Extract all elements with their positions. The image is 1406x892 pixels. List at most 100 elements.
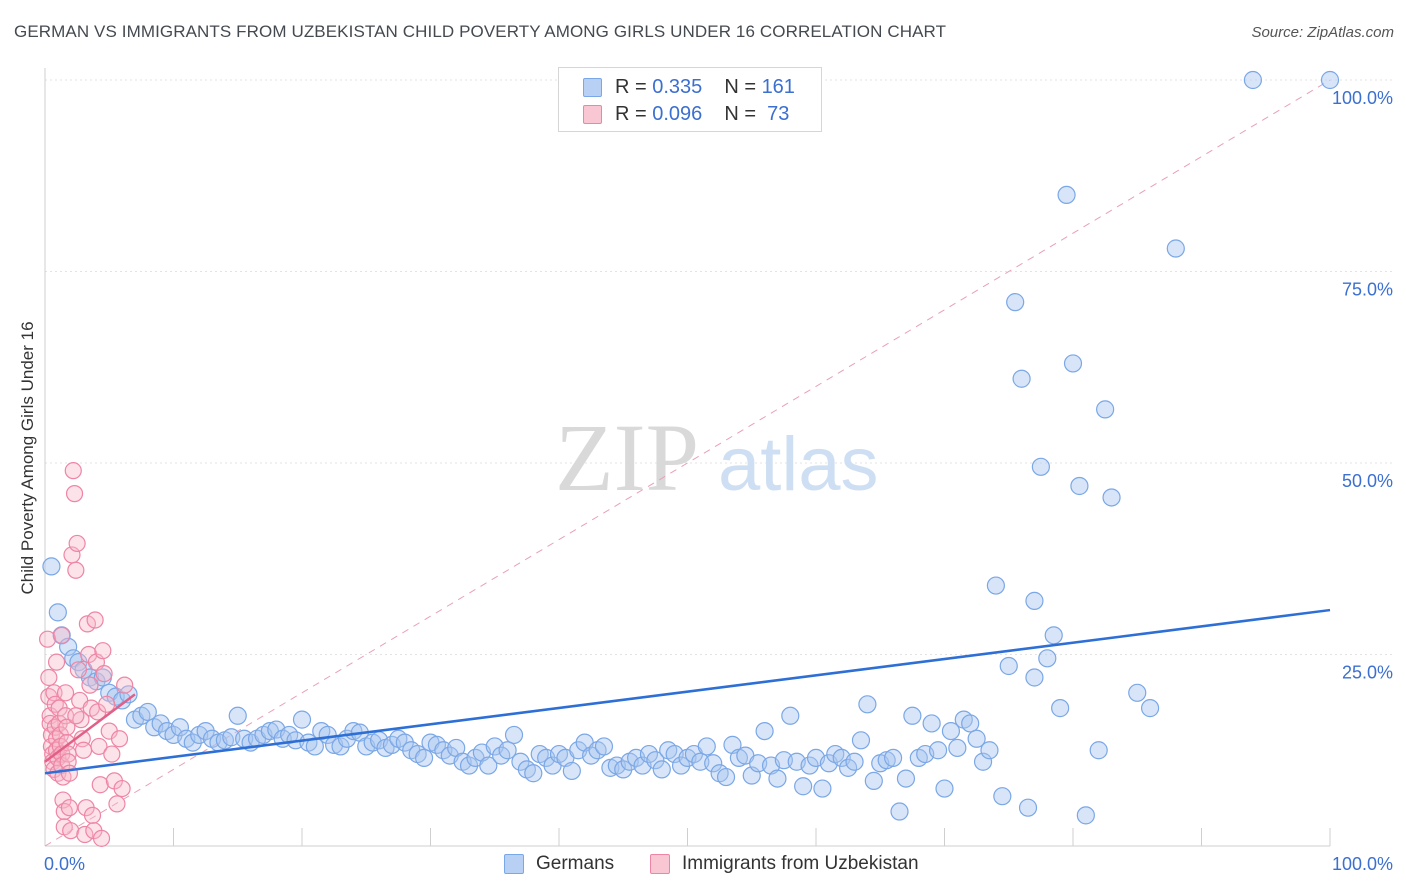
german-point xyxy=(1063,354,1083,373)
x-tick-label-max: 100.0% xyxy=(1332,854,1393,874)
uzbek-point xyxy=(81,676,99,694)
uzbek-legend-swatch xyxy=(650,854,670,874)
uzbek-point xyxy=(78,615,97,633)
german-point xyxy=(1140,699,1160,718)
uzbek-point xyxy=(76,825,94,844)
reference-line xyxy=(44,79,1331,847)
german-point xyxy=(716,767,736,787)
y-tick-label: 75.0% xyxy=(1342,280,1393,300)
german-point xyxy=(813,779,832,798)
uzbek-point xyxy=(38,630,57,648)
uzbek-point xyxy=(95,665,113,683)
german-point xyxy=(1018,798,1038,817)
german-point xyxy=(794,777,813,796)
german-point xyxy=(318,725,337,745)
german-point xyxy=(935,779,954,798)
uzbek-point xyxy=(91,776,109,794)
german-point xyxy=(928,741,948,760)
uzbek-point xyxy=(86,611,104,629)
german-point xyxy=(594,737,614,756)
uzbek-point xyxy=(67,707,85,725)
uzbek-point xyxy=(47,653,66,671)
german-point xyxy=(1012,369,1031,388)
german-point xyxy=(498,741,517,760)
german-point xyxy=(851,731,871,750)
german-point xyxy=(479,756,498,775)
german-point xyxy=(864,771,883,790)
legend-germans: Germans xyxy=(504,852,614,876)
german-point xyxy=(1070,476,1089,496)
german-point xyxy=(652,760,671,779)
german-point xyxy=(1243,70,1263,90)
uzbek-point xyxy=(90,737,108,756)
german-point xyxy=(980,741,999,760)
uzbek-point xyxy=(74,741,93,759)
german-point xyxy=(922,714,941,733)
uzbek-point xyxy=(60,764,79,782)
chart-title: GERMAN VS IMMIGRANTS FROM UZBEKISTAN CHI… xyxy=(14,22,947,41)
uzbek-swatch xyxy=(583,104,602,124)
tick-labels: 25.0% 50.0% 75.0% 100.0% 0.0% 100.0% xyxy=(44,88,1393,874)
r-label: R = xyxy=(615,102,647,125)
german-point xyxy=(941,721,961,741)
german-point xyxy=(1038,649,1057,668)
german-point xyxy=(1025,668,1044,687)
watermark: ZIP atlas xyxy=(555,404,879,511)
german-point xyxy=(697,737,716,756)
german-point xyxy=(119,685,138,704)
uzbek-points xyxy=(38,462,134,847)
german-point xyxy=(646,751,665,770)
german-point xyxy=(504,725,524,745)
grid-lines xyxy=(45,79,1395,655)
german-point xyxy=(1102,488,1121,507)
uzbek-point xyxy=(58,718,76,736)
german-point xyxy=(1057,185,1076,204)
n-value: 73 xyxy=(767,102,790,125)
german-point xyxy=(292,710,312,729)
german-point xyxy=(48,603,67,622)
german-point xyxy=(999,656,1018,676)
german-point xyxy=(993,787,1012,806)
german-point xyxy=(170,718,190,737)
n-value: 161 xyxy=(761,75,795,98)
german-point xyxy=(755,721,774,741)
uzbek-point xyxy=(56,684,75,702)
german-legend-label: Germans xyxy=(536,853,615,874)
uzbek-point xyxy=(92,829,111,847)
n-label: N = xyxy=(724,102,756,125)
german-point xyxy=(524,764,543,783)
r-value: 0.096 xyxy=(652,102,703,125)
german-point xyxy=(1006,293,1025,312)
stats-legend: R = 0.335 N = 161 R = 0.096 N = 73 xyxy=(558,67,822,132)
german-point xyxy=(704,754,723,773)
german-swatch xyxy=(583,77,602,97)
german-point xyxy=(967,729,986,748)
german-point xyxy=(768,769,787,788)
uzbek-point xyxy=(94,642,112,660)
uzbek-point xyxy=(40,668,58,687)
watermark-atlas: atlas xyxy=(718,422,879,507)
uzbek-point xyxy=(60,799,79,817)
german-point xyxy=(42,557,61,576)
uzbek-point xyxy=(113,779,131,798)
uzbek-point xyxy=(65,485,84,503)
y-axis-label: Child Poverty Among Girls Under 16 xyxy=(18,321,37,594)
uzbek-point xyxy=(98,695,116,713)
uzbek-trend-line xyxy=(44,693,136,763)
y-tick-label: 100.0% xyxy=(1332,88,1393,108)
uzbek-point xyxy=(116,676,134,694)
german-point xyxy=(414,748,434,768)
uzbek-point xyxy=(69,661,88,679)
uzbek-point xyxy=(68,534,86,553)
german-trend-line xyxy=(44,608,1331,775)
german-point xyxy=(890,802,909,821)
german-point xyxy=(1076,806,1095,825)
german-point xyxy=(228,706,247,725)
german-point xyxy=(1128,683,1147,702)
uzbek-point xyxy=(62,822,80,840)
y-tick-label: 50.0% xyxy=(1342,471,1393,491)
german-point xyxy=(986,576,1006,595)
german-point xyxy=(896,769,916,788)
german-point xyxy=(948,738,967,758)
x-tick-label-min: 0.0% xyxy=(44,854,85,874)
